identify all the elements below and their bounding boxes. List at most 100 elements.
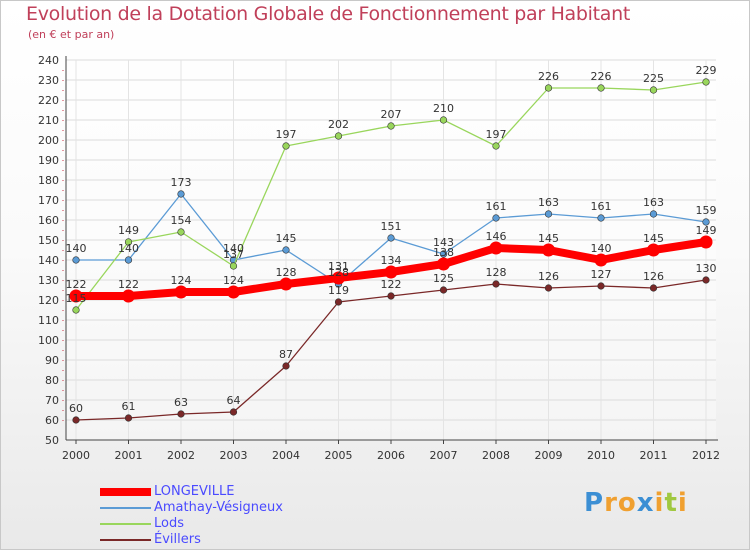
- logo-letter: P: [584, 488, 605, 518]
- data-label: 126: [643, 270, 664, 283]
- data-point: [544, 284, 553, 292]
- data-label: 137: [223, 248, 244, 261]
- data-point: [649, 284, 658, 292]
- data-point: [597, 282, 605, 290]
- data-point: [597, 214, 605, 222]
- x-tick-label: 2004: [272, 449, 300, 462]
- y-tick-label: 140: [38, 254, 59, 267]
- data-label: 197: [276, 128, 297, 141]
- data-label: 128: [486, 266, 507, 279]
- data-label: 60: [69, 402, 83, 415]
- x-tick-label: 2001: [115, 449, 143, 462]
- data-label: 161: [591, 200, 612, 213]
- data-point: [229, 408, 238, 416]
- data-label: 226: [591, 70, 612, 83]
- data-point: [489, 241, 503, 255]
- data-point: [647, 243, 660, 257]
- data-point: [332, 271, 345, 285]
- data-label: 124: [223, 274, 244, 287]
- y-tick-label: 210: [38, 114, 59, 127]
- data-label: 122: [118, 278, 139, 291]
- data-label: 63: [174, 396, 188, 409]
- logo-letter: t: [664, 488, 678, 518]
- data-label: 202: [328, 118, 349, 131]
- y-tick-label: 60: [45, 414, 59, 427]
- y-tick-label: 130: [38, 274, 59, 287]
- data-point: [124, 256, 133, 264]
- data-point: [174, 285, 188, 299]
- data-label: 125: [433, 272, 454, 285]
- y-tick-label: 160: [38, 214, 59, 227]
- data-point: [227, 285, 240, 299]
- data-label: 163: [643, 196, 664, 209]
- data-point: [72, 256, 80, 264]
- data-label: 115: [66, 292, 87, 305]
- y-tick-label: 150: [38, 234, 59, 247]
- data-label: 130: [696, 262, 717, 275]
- data-label: 138: [433, 246, 454, 259]
- data-point: [439, 116, 448, 124]
- legend-label: LONGEVILLE: [154, 484, 235, 499]
- data-label: 140: [66, 242, 87, 255]
- data-point: [649, 86, 658, 94]
- data-label: 119: [328, 284, 349, 297]
- data-point: [229, 262, 238, 270]
- data-point: [282, 246, 290, 254]
- data-point: [492, 142, 500, 150]
- data-point: [439, 250, 448, 258]
- data-point: [334, 132, 343, 140]
- x-tick-label: 2009: [535, 449, 563, 462]
- data-point: [437, 257, 450, 271]
- data-point: [69, 289, 83, 303]
- data-label: 140: [223, 242, 244, 255]
- y-tick-label: 180: [38, 174, 59, 187]
- x-tick-label: 2012: [692, 449, 720, 462]
- data-label: 128: [276, 266, 297, 279]
- x-tick-label: 2007: [430, 449, 458, 462]
- x-tick-label: 2006: [377, 449, 405, 462]
- data-label: 154: [171, 214, 192, 227]
- chart-subtitle: (en € et par an): [28, 28, 115, 41]
- data-point: [177, 410, 185, 418]
- x-tick-label: 2010: [587, 449, 615, 462]
- legend-swatch: [100, 539, 151, 541]
- y-tick-label: 80: [45, 374, 59, 387]
- data-point: [597, 84, 605, 92]
- data-label: 149: [118, 224, 139, 237]
- data-point: [702, 218, 710, 226]
- data-label: 149: [696, 224, 717, 237]
- data-label: 145: [276, 232, 297, 245]
- data-label: 128: [328, 266, 349, 279]
- y-tick-label: 170: [38, 194, 59, 207]
- data-point: [492, 214, 500, 222]
- x-tick-label: 2011: [640, 449, 668, 462]
- y-tick-label: 50: [45, 434, 59, 447]
- logo-letter: r: [604, 488, 618, 518]
- data-point: [384, 265, 398, 279]
- data-point: [124, 414, 133, 422]
- data-point: [279, 277, 293, 291]
- data-label: 61: [122, 400, 136, 413]
- data-label: 229: [696, 64, 717, 77]
- y-tick-label: 240: [38, 54, 59, 67]
- data-point: [282, 142, 290, 150]
- x-tick-label: 2005: [325, 449, 353, 462]
- data-point: [72, 306, 80, 314]
- data-point: [177, 228, 185, 236]
- data-point: [492, 280, 500, 288]
- logo-letter: i: [677, 488, 688, 518]
- x-tick-label: 2000: [62, 449, 90, 462]
- data-point: [387, 292, 395, 300]
- data-point: [702, 78, 710, 86]
- data-label: 134: [381, 254, 402, 267]
- legend-swatch: [100, 488, 151, 496]
- x-tick-label: 2002: [167, 449, 195, 462]
- data-label: 225: [643, 72, 664, 85]
- data-label: 127: [591, 268, 612, 281]
- data-point: [702, 276, 710, 284]
- data-label: 140: [591, 242, 612, 255]
- y-tick-label: 70: [45, 394, 59, 407]
- data-point: [594, 253, 608, 267]
- data-label: 126: [538, 270, 559, 283]
- chart-title: Evolution de la Dotation Globale de Fonc…: [26, 3, 631, 25]
